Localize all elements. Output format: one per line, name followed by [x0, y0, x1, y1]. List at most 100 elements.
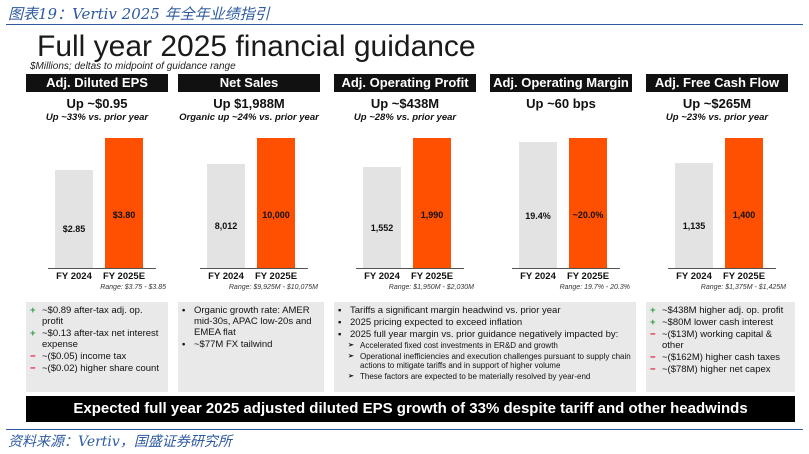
minus-icon: − — [30, 363, 36, 374]
plus-icon: + — [30, 305, 36, 316]
bullet-text: ~($78M) higher net capex — [662, 364, 771, 375]
header-divider — [6, 24, 803, 25]
bullet-text: 2025 full year margin vs. prior guidance… — [350, 329, 619, 340]
panel-3: Adj. Operating Margin Up ~60 bps 19.4% ~20.… — [490, 74, 632, 298]
bar-fy2024: $2.85 — [55, 170, 93, 268]
axis-baseline — [668, 268, 776, 269]
panel-note — [490, 112, 632, 124]
bullet-text: ~($0.05) income tax — [42, 351, 127, 362]
x-tick-label: FY 2025E — [566, 271, 610, 282]
bullet-item: ▪ 2025 pricing expected to exceed inflati… — [338, 317, 632, 328]
guidance-range: Range: $9,925M - $10,075M — [228, 284, 318, 291]
bar-value-label: 1,400 — [732, 210, 756, 220]
axis-baseline — [48, 268, 156, 269]
bar-fy2025e: $3.80 — [105, 138, 143, 268]
bullet-text: ~($0.02) higher share count — [42, 363, 159, 374]
panel-headline: Up $1,988M — [213, 96, 285, 111]
minus-icon: − — [650, 329, 656, 340]
guidance-range: Range: $1,950M - $2,030M — [388, 284, 474, 291]
slide-title: Full year 2025 financial guidance — [37, 30, 476, 63]
bar-area: 1,135 1,400 — [646, 128, 788, 268]
bullet-text: Tariffs a significant margin headwind vs… — [350, 305, 561, 316]
slide-subtitle: $Millions; deltas to midpoint of guidanc… — [30, 61, 236, 72]
bullet-item: ➢ These factors are expected to be materi… — [338, 372, 632, 382]
panel-title: Adj. Diluted EPS — [26, 74, 168, 92]
bullet-icon: ▪ — [338, 305, 342, 316]
bar-value-label: 19.4% — [525, 211, 551, 221]
bar-area: 1,552 1,990 — [334, 128, 476, 268]
fcf-bridge-box: + ~$438M higher adj. op. profit + ~$80M low… — [646, 302, 795, 392]
plus-icon: + — [30, 328, 36, 339]
bar-fy2024: 1,135 — [675, 163, 713, 268]
bullet-icon: • — [182, 305, 186, 316]
panel-note: Up ~23% vs. prior year — [665, 112, 769, 123]
bar-value-label: $2.85 — [62, 224, 86, 234]
panel-headline: Up ~$438M — [370, 96, 440, 111]
x-tick-label: FY 2025E — [722, 271, 766, 282]
guidance-range: Range: $3.75 - $3.85 — [100, 284, 166, 291]
bullet-item: − ~($13M) working capital & other — [650, 329, 791, 351]
bullet-item: − ~($78M) higher net capex — [650, 364, 791, 375]
bar-area: 19.4% ~20.0% — [490, 128, 632, 268]
bullet-text: Accelerated fixed cost investments in ER… — [360, 341, 558, 350]
plus-icon: + — [650, 305, 656, 316]
report-figure-header: 图表19：Vertiv 2025 年全年业绩指引 — [8, 5, 270, 23]
bar-fy2025e: 10,000 — [257, 138, 295, 268]
panel-title: Adj. Free Cash Flow — [646, 74, 788, 92]
axis-baseline — [512, 268, 620, 269]
panel-0: Adj. Diluted EPS Up ~$0.95 Up ~33% vs. pri… — [26, 74, 168, 298]
bullet-item: + ~$0.13 after-tax net interest expense — [30, 328, 164, 350]
plus-icon: + — [650, 317, 656, 328]
bar-area: 8,012 10,000 — [178, 128, 320, 268]
x-tick-label: FY 2025E — [254, 271, 298, 282]
bullet-text: ~($162M) higher cash taxes — [662, 352, 781, 363]
panel-note: Up ~33% vs. prior year — [45, 112, 149, 123]
bar-area: $2.85 $3.80 — [26, 128, 168, 268]
eps-growth-banner: Expected full year 2025 adjusted diluted… — [26, 396, 795, 422]
bullet-icon: ▪ — [338, 317, 342, 328]
bullet-item: • Organic growth rate: AMER mid-30s, APAC… — [182, 305, 320, 338]
bar-fy2025e: 1,400 — [725, 138, 763, 268]
bullet-text: Organic growth rate: AMER mid-30s, APAC … — [194, 305, 312, 338]
bullet-text: ~$0.13 after-tax net interest expense — [42, 328, 159, 350]
bar-value-label: $3.80 — [112, 210, 136, 220]
axis-baseline — [356, 268, 464, 269]
bullet-item: − ~($162M) higher cash taxes — [650, 352, 791, 363]
bar-value-label: 1,552 — [370, 223, 394, 233]
guidance-range: Range: $1,375M - $1,425M — [700, 284, 786, 291]
bar-fy2024: 8,012 — [207, 164, 245, 268]
x-tick-label: FY 2025E — [410, 271, 454, 282]
minus-icon: − — [650, 352, 656, 363]
bullet-item: ▪ Tariffs a significant margin headwind v… — [338, 305, 632, 316]
panel-note: Organic up ~24% vs. prior year — [179, 112, 319, 123]
bullet-text: ~$0.89 after-tax adj. op. profit — [42, 305, 143, 327]
bullet-item: + ~$0.89 after-tax adj. op. profit — [30, 305, 164, 327]
eps-bridge-box: + ~$0.89 after-tax adj. op. profit + ~$0.13… — [26, 302, 168, 392]
minus-icon: − — [30, 351, 36, 362]
panel-title: Adj. Operating Profit — [334, 74, 476, 92]
bar-value-label: 10,000 — [262, 210, 290, 220]
panel-headline: Up ~$0.95 — [66, 96, 128, 111]
bullet-item: − ~($0.05) income tax — [30, 351, 164, 362]
bullet-item: ➢ Accelerated fixed cost investments in E… — [338, 341, 632, 351]
bar-value-label: 1,990 — [420, 210, 444, 220]
panel-title: Net Sales — [178, 74, 320, 92]
bar-fy2025e: ~20.0% — [569, 138, 607, 268]
x-tick-label: FY 2024 — [56, 271, 92, 282]
guidance-range: Range: 19.7% - 20.3% — [559, 284, 630, 291]
bullet-icon: • — [182, 339, 186, 350]
source-divider — [6, 429, 803, 430]
bullet-item: − ~($0.02) higher share count — [30, 363, 164, 374]
bullet-text: ~$438M higher adj. op. profit — [662, 305, 784, 316]
bullet-item: + ~$438M higher adj. op. profit — [650, 305, 791, 316]
bar-fy2025e: 1,990 — [413, 138, 451, 268]
bullet-item: • ~$77M FX tailwind — [182, 339, 320, 350]
bullet-icon: ➢ — [348, 372, 354, 380]
minus-icon: − — [650, 364, 656, 375]
panel-note: Up ~28% vs. prior year — [353, 112, 457, 123]
bullet-text: These factors are expected to be materia… — [360, 371, 591, 381]
bullet-text: ~$80M lower cash interest — [662, 317, 774, 328]
sales-drivers-box: • Organic growth rate: AMER mid-30s, APAC… — [178, 302, 324, 392]
bullet-icon: ➢ — [348, 352, 354, 360]
panel-headline: Up ~$265M — [682, 96, 752, 111]
